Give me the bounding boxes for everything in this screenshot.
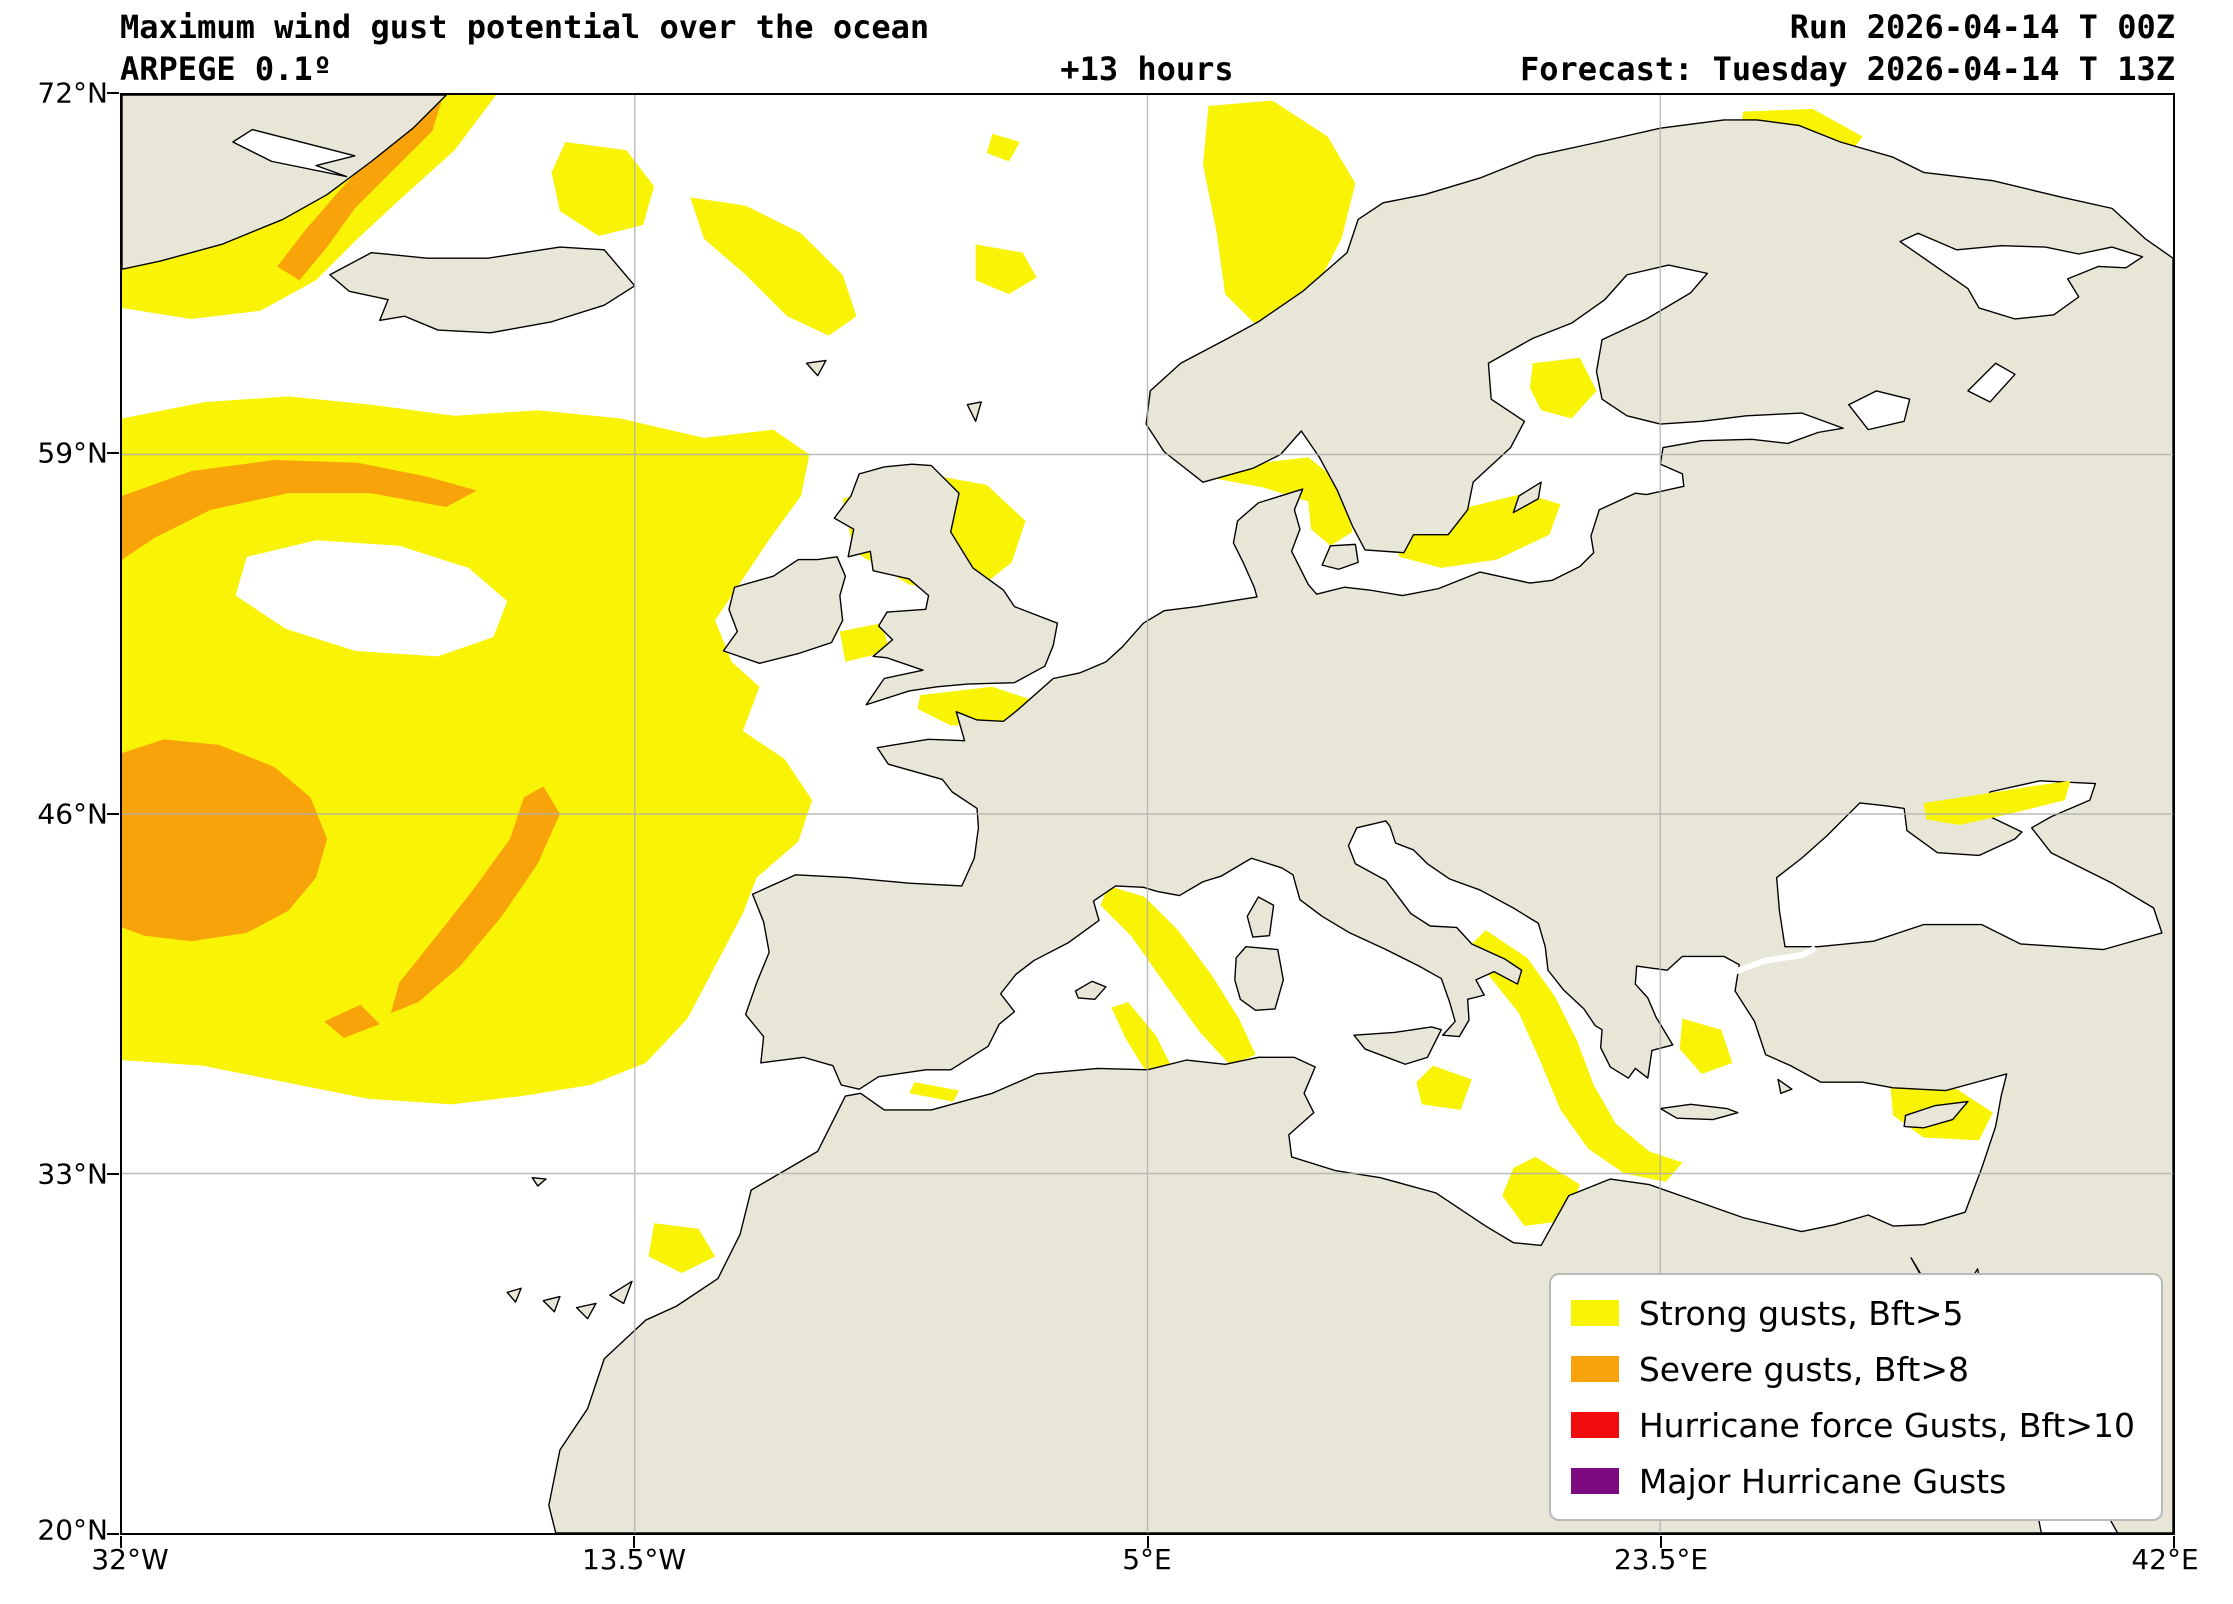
gust-region-morocco-coast: [648, 1223, 716, 1274]
land-madeira: [531, 1176, 547, 1187]
gust-region-channel: [917, 686, 1034, 726]
axis-tick: [107, 452, 119, 454]
run-label: Run 2026-04-14 T 00Z: [1789, 8, 2175, 46]
legend-label-severe: Severe gusts, Bft>8: [1638, 1349, 1969, 1389]
legend-swatch-major-hurricane: [1570, 1468, 1619, 1494]
severe-region-greenland-band: [277, 95, 444, 281]
gust-region-south-baltic: [1385, 493, 1561, 568]
land-greenland: [122, 95, 447, 270]
axis-tick: [1660, 1536, 1662, 1548]
legend-label-major-hurricane: Major Hurricane Gusts: [1638, 1461, 2007, 1501]
gust-region-east-sicily: [1416, 1065, 1472, 1110]
gust-region-balearic: [1111, 1002, 1173, 1074]
sea-black-sea-azov: [1775, 780, 2163, 951]
severe-region-streak-fragment: [324, 1004, 380, 1038]
gust-region-sidra: [1502, 1156, 1580, 1227]
strait-bosphorus-dardanelles: [1734, 945, 1817, 975]
land-iceland: [329, 246, 636, 334]
land-corsica: [1246, 896, 1275, 938]
lon-tick-32w: 32°W: [91, 1543, 169, 1576]
legend-item-strong: Strong gusts, Bft>5: [1570, 1291, 2135, 1335]
lon-tick-42e: 42°E: [2131, 1543, 2199, 1576]
axis-tick: [120, 1536, 122, 1548]
strong-gust-regions: [122, 95, 1993, 1274]
model-label: ARPEGE 0.1º: [120, 50, 332, 88]
land-rhodes: [1777, 1078, 1793, 1094]
gust-region-bothnia: [1529, 357, 1597, 419]
lat-tick-33n: 33°N: [37, 1157, 108, 1191]
sea-greenland-fjord: [232, 128, 356, 178]
land-eurasia-africa: [548, 119, 2173, 1533]
legend-item-severe: Severe gusts, Bft>8: [1570, 1347, 2135, 1391]
legend-swatch-severe: [1570, 1356, 1619, 1382]
severe-region-diagonal-streak: [390, 786, 560, 1014]
lead-time-label: +13 hours: [1060, 50, 1234, 88]
gust-region-gulf-of-lion: [1100, 885, 1256, 1066]
lat-tick-20n: 20°N: [37, 1513, 108, 1547]
sea-white-sea: [1899, 232, 2144, 320]
land-canary-2: [542, 1295, 561, 1313]
lake-onega: [1967, 362, 2016, 403]
legend-label-strong: Strong gusts, Bft>5: [1638, 1293, 1964, 1333]
land-crete: [1659, 1103, 1739, 1121]
europe-atlantic-map: [122, 95, 2173, 1533]
land-sicily: [1353, 1026, 1442, 1065]
axis-tick: [1147, 1536, 1149, 1548]
figure-title: Maximum wind gust potential over the oce…: [120, 8, 930, 46]
lake-ladoga: [1848, 390, 1911, 431]
gust-region-skagerrak: [1191, 457, 1353, 546]
land-gotland: [1512, 481, 1542, 514]
land-masses: [122, 95, 2173, 1533]
gust-region-ionian: [1469, 930, 1683, 1182]
gust-region-norwegian-sea: [690, 197, 857, 336]
land-canary-1: [506, 1287, 522, 1303]
land-canary-4: [609, 1280, 633, 1305]
axis-tick: [2173, 1536, 2175, 1548]
severe-region-southwest-blob: [122, 739, 328, 942]
legend-item-hurricane: Hurricane force Gusts, Bft>10: [1570, 1403, 2135, 1447]
legend-swatch-hurricane: [1570, 1412, 1619, 1438]
gust-region-aegean: [1679, 1018, 1733, 1074]
gust-region-alboran: [909, 1082, 960, 1102]
land-mallorca: [1074, 980, 1107, 1000]
gust-region-small-1: [975, 244, 1037, 295]
land-zealand: [1321, 543, 1359, 570]
gust-region-north-atlantic: [122, 396, 813, 1105]
gust-region-norway-offshore: [1202, 100, 1356, 328]
axis-tick: [107, 1533, 119, 1535]
land-ireland: [722, 556, 847, 664]
land-great-britain: [833, 463, 1059, 706]
axis-tick: [107, 92, 119, 94]
map-legend: Strong gusts, Bft>5 Severe gusts, Bft>8 …: [1548, 1273, 2163, 1521]
axis-tick: [107, 1173, 119, 1175]
severe-gust-regions: [122, 95, 560, 1038]
land-faroe: [805, 359, 827, 377]
legend-item-major-hurricane: Major Hurricane Gusts: [1570, 1459, 2135, 1503]
legend-label-hurricane: Hurricane force Gusts, Bft>10: [1638, 1405, 2135, 1445]
axis-tick: [633, 1536, 635, 1548]
land-canary-3: [575, 1302, 597, 1320]
land-cyprus: [1903, 1100, 1969, 1129]
forecast-label: Forecast: Tuesday 2026-04-14 T 13Z: [1519, 50, 2175, 88]
legend-swatch-strong: [1570, 1300, 1619, 1326]
lon-tick-13-5w: 13.5°W: [581, 1543, 687, 1576]
land-shetland: [966, 401, 982, 423]
gust-region-small-2: [986, 133, 1021, 162]
severe-region-crescent: [122, 460, 477, 560]
lat-tick-46n: 46°N: [37, 797, 108, 831]
land-sardinia: [1234, 946, 1285, 1012]
axis-tick: [107, 813, 119, 815]
lat-tick-72n: 72°N: [37, 76, 108, 110]
lat-tick-59n: 59°N: [37, 436, 108, 470]
gust-region-ne-iceland: [551, 142, 655, 237]
lon-tick-23-5e: 23.5°E: [1613, 1543, 1709, 1576]
lon-tick-5e: 5°E: [1122, 1543, 1172, 1576]
map-plot-area: Strong gusts, Bft>5 Severe gusts, Bft>8 …: [120, 93, 2175, 1535]
